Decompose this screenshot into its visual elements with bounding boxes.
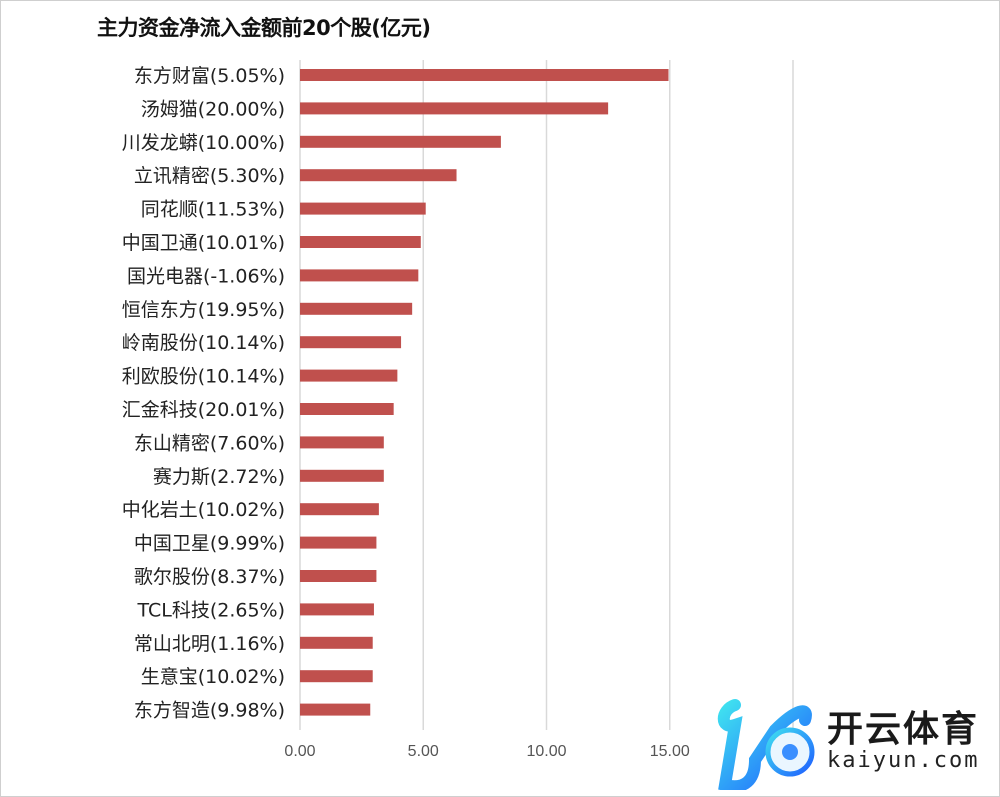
category-label: 中国卫星(9.99%)	[134, 533, 285, 555]
category-label: TCL科技(2.65%)	[136, 599, 285, 621]
bar	[300, 69, 669, 81]
category-label: 歌尔股份(8.37%)	[134, 566, 285, 588]
bar	[300, 570, 377, 582]
category-label: 同花顺(11.53%)	[141, 199, 285, 221]
bar	[300, 436, 384, 449]
category-label: 中化岩土(10.02%)	[122, 499, 285, 521]
x-tick-label: 0.00	[284, 743, 315, 760]
category-label: 常山北明(1.16%)	[134, 633, 285, 655]
category-label: 国光电器(-1.06%)	[127, 265, 285, 287]
bar	[300, 336, 402, 349]
bar	[300, 670, 373, 683]
category-label: 立讯精密(5.30%)	[134, 165, 285, 187]
bar	[300, 536, 377, 549]
bar	[300, 135, 501, 148]
bar	[300, 636, 373, 649]
x-tick-label: 15.00	[650, 743, 690, 760]
watermark-logo: 开云体育 kaiyun.com	[715, 690, 995, 790]
watermark-en: kaiyun.com	[827, 748, 980, 773]
category-label: 中国卫通(10.01%)	[122, 232, 285, 254]
category-label: 汇金科技(20.01%)	[122, 399, 285, 421]
bar	[300, 102, 609, 115]
watermark-cn: 开云体育	[827, 709, 980, 750]
bar	[300, 469, 384, 482]
bar	[300, 603, 374, 616]
category-label: 东山精密(7.60%)	[134, 432, 285, 454]
bar	[300, 169, 457, 182]
category-label: 东方智造(9.98%)	[134, 700, 285, 722]
category-label: 汤姆猫(20.00%)	[141, 98, 285, 120]
bar	[300, 236, 421, 248]
category-label: 生意宝(10.02%)	[141, 666, 285, 688]
kaiyun-logo-icon	[717, 699, 815, 790]
bar	[300, 703, 371, 716]
category-label: 川发龙蟒(10.00%)	[122, 132, 285, 154]
bar	[300, 503, 379, 516]
bar	[300, 403, 394, 415]
chart-title: 主力资金净流入金额前20个股(亿元)	[97, 16, 431, 40]
category-label: 利欧股份(10.14%)	[122, 366, 285, 388]
category-label: 岭南股份(10.14%)	[122, 332, 285, 354]
category-label: 赛力斯(2.72%)	[153, 466, 285, 488]
category-label: 东方财富(5.05%)	[134, 65, 285, 87]
x-tick-label: 10.00	[526, 743, 566, 760]
bar	[300, 202, 426, 215]
category-label: 恒信东方(19.95%)	[122, 299, 285, 321]
x-tick-label: 5.00	[408, 743, 439, 760]
bar	[300, 369, 398, 382]
bar	[300, 302, 413, 315]
bar	[300, 269, 419, 282]
